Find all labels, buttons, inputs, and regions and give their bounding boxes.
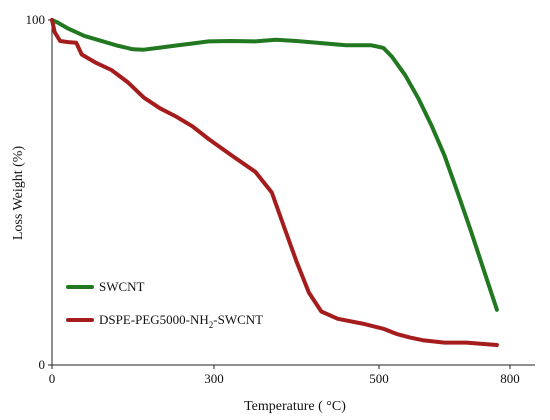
legend-label-swcnt: SWCNT bbox=[99, 279, 145, 294]
x-tick-label: 500 bbox=[369, 371, 389, 386]
series-line-dspe-peg-swcnt bbox=[50, 18, 499, 347]
x-tick-labels: 0 300 500 800 bbox=[49, 365, 520, 386]
legend-label-dspe-part2: -SWCNT bbox=[213, 312, 263, 327]
legend-label-dspe-peg-swcnt: DSPE-PEG5000-NH2-SWCNT bbox=[99, 312, 263, 330]
legend-label-swcnt-text: SWCNT bbox=[99, 279, 145, 294]
x-tick-label: 800 bbox=[500, 371, 520, 386]
legend-item-swcnt: SWCNT bbox=[66, 279, 145, 294]
y-tick-label: 0 bbox=[39, 357, 46, 372]
y-tick-labels: 0 100 bbox=[26, 12, 52, 372]
x-tick-label: 0 bbox=[49, 371, 56, 386]
axes bbox=[51, 20, 535, 366]
series-line-swcnt bbox=[50, 18, 499, 312]
y-axis-label: Loss Weight (%) bbox=[11, 146, 26, 241]
legend-item-dspe-peg-swcnt: DSPE-PEG5000-NH2-SWCNT bbox=[66, 312, 263, 330]
legend-label-dspe-subscript: 2 bbox=[209, 320, 214, 330]
x-tick-label: 300 bbox=[204, 371, 224, 386]
y-tick-label: 100 bbox=[26, 12, 46, 27]
series-lines bbox=[50, 18, 499, 347]
legend-label-dspe-part1: DSPE-PEG5000-NH bbox=[99, 312, 209, 327]
x-axis-label: Temperature ( °C) bbox=[244, 399, 346, 414]
legend: SWCNT DSPE-PEG5000-NH2-SWCNT bbox=[66, 279, 263, 330]
